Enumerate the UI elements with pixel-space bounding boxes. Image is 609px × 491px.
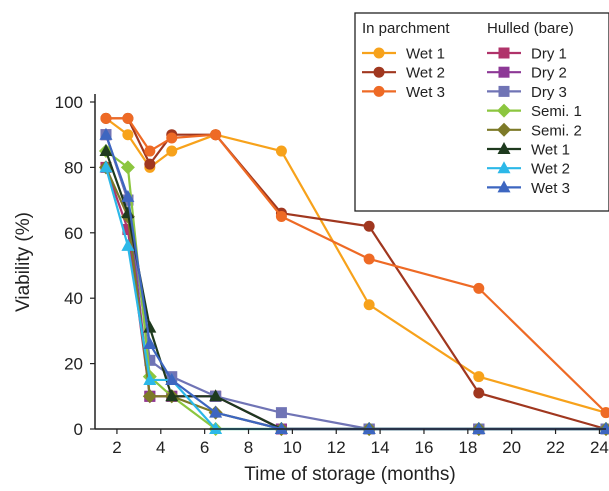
y-tick-label: 0 (74, 420, 83, 439)
x-tick-label: 4 (156, 438, 165, 457)
y-tick-label: 20 (64, 355, 83, 374)
y-tick-label: 100 (55, 93, 83, 112)
data-point (144, 146, 155, 157)
y-tick-label: 60 (64, 224, 83, 243)
data-point (276, 146, 287, 157)
data-point (100, 113, 111, 124)
legend-label: Dry 3 (531, 84, 567, 101)
data-point (364, 221, 375, 232)
legend-label: Wet 1 (406, 46, 445, 63)
legend-swatch-marker (374, 48, 385, 59)
legend-label: Semi. 2 (531, 122, 582, 139)
data-point (166, 132, 177, 143)
x-tick-label: 24 (590, 438, 609, 457)
data-point (166, 146, 177, 157)
x-tick-label: 6 (200, 438, 209, 457)
legend: In parchment Hulled (bare) Wet 1 Wet 2 Wet… (355, 13, 609, 211)
x-tick-label: 2 (112, 438, 121, 457)
x-tick-label: 22 (546, 438, 565, 457)
legend-swatch-marker (499, 48, 510, 59)
legend-label: Wet 3 (406, 84, 445, 101)
legend-label: Dry 2 (531, 65, 567, 82)
y-tick-label: 80 (64, 158, 83, 177)
data-point (473, 371, 484, 382)
x-tick-label: 16 (415, 438, 434, 457)
y-axis-title: Viability (%) (13, 212, 34, 312)
x-tick-label: 12 (327, 438, 346, 457)
x-axis-title: Time of storage (months) (244, 464, 456, 485)
legend-group-title-hulled: Hulled (bare) (487, 20, 574, 37)
data-point (473, 283, 484, 294)
legend-label: Wet 1 (531, 142, 570, 159)
legend-swatch-marker (499, 86, 510, 97)
legend-swatch-marker (374, 86, 385, 97)
data-point (473, 388, 484, 399)
data-point (276, 407, 287, 418)
legend-swatch-marker (374, 67, 385, 78)
x-tick-label: 18 (458, 438, 477, 457)
data-point (364, 253, 375, 264)
data-point (364, 299, 375, 310)
legend-label: Dry 1 (531, 46, 567, 63)
y-tick-label: 40 (64, 289, 83, 308)
data-point (122, 129, 133, 140)
data-point (210, 129, 221, 140)
x-tick-label: 10 (283, 438, 302, 457)
legend-label: Wet 2 (531, 161, 570, 178)
legend-label: Wet 3 (531, 180, 570, 197)
x-tick-label: 20 (502, 438, 521, 457)
data-point (122, 113, 133, 124)
x-tick-label: 8 (244, 438, 253, 457)
legend-swatch-marker (499, 67, 510, 78)
legend-label: Semi. 1 (531, 103, 582, 120)
data-point (144, 159, 155, 170)
legend-label: Wet 2 (406, 65, 445, 82)
legend-group-title-parchment: In parchment (362, 20, 450, 37)
data-point (276, 211, 287, 222)
x-tick-label: 14 (371, 438, 390, 457)
